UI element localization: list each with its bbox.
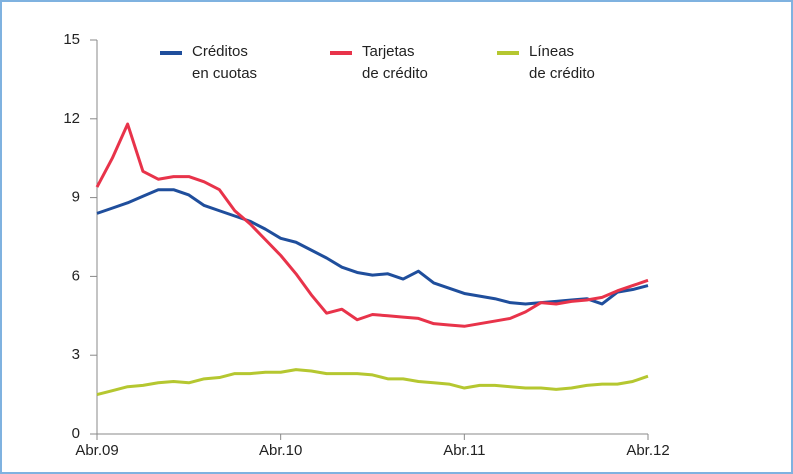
y-tick-label: 6 — [72, 267, 80, 284]
series-line — [96, 188, 649, 306]
x-tick-label: Abr.10 — [259, 442, 302, 459]
legend-label: Tarjetas de crédito — [362, 43, 428, 82]
legend-label: Créditos en cuotas — [192, 43, 258, 82]
series-line — [95, 122, 649, 328]
y-tick-label: 9 — [72, 189, 80, 206]
y-tick-label: 0 — [72, 425, 80, 442]
y-tick-label: 15 — [63, 31, 80, 48]
y-tick-label: 3 — [72, 346, 80, 363]
x-tick-label: Abr.09 — [75, 442, 118, 459]
x-tick-label: Abr.11 — [443, 442, 485, 459]
series-line — [96, 368, 649, 397]
x-tick-label: Abr.12 — [626, 442, 669, 459]
legend-label: Líneas de crédito — [529, 43, 595, 82]
y-tick-label: 12 — [63, 110, 80, 127]
